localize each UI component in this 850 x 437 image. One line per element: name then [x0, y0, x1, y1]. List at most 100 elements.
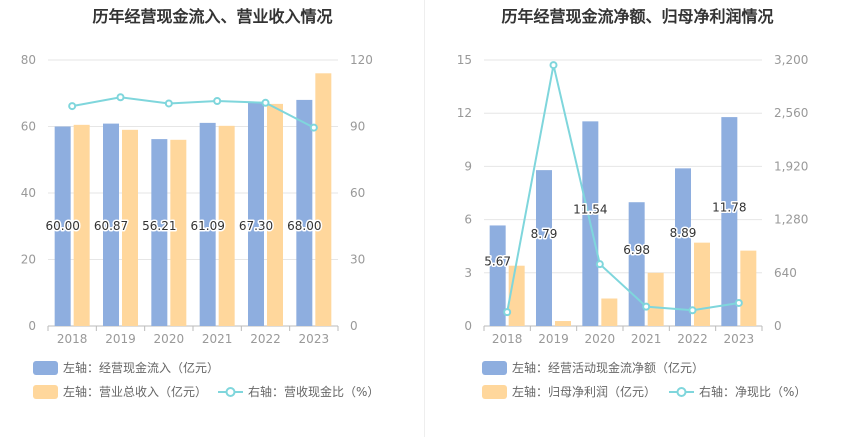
ratio-point-2021 — [642, 302, 651, 311]
ratio-point-2023 — [734, 298, 743, 307]
y-right-tick-label: 60 — [350, 186, 365, 200]
y-left-tick-label: 80 — [21, 53, 36, 67]
bar-2020-s1 — [170, 139, 187, 326]
y-left-tick-label: 9 — [464, 159, 472, 173]
x-tick-label: 2023 — [724, 332, 755, 346]
right-chart-svg: 0 3 6 9 12 15 0 640 1,280 1,920 2,560 3,200 2018 2019… — [457, 53, 809, 346]
y-right-tick-label: 640 — [774, 266, 797, 280]
right-chart-panel: 历年经营现金流净额、归母净利润情况 0 3 6 9 12 15 0 640 1,280 1,920… — [425, 0, 850, 437]
y-left-tick-label: 12 — [457, 106, 472, 120]
data-label-2020: 56.21 — [142, 219, 176, 233]
data-label-2021: 6.98 — [623, 243, 650, 257]
bar-2022-s1 — [267, 103, 283, 326]
x-tick-label: 2022 — [677, 332, 708, 346]
ratio-point-2021 — [213, 97, 222, 106]
x-tick-label: 2023 — [299, 332, 330, 346]
y-right-tick-label: 1,280 — [774, 213, 808, 227]
legend-label: 左轴：营业总收入（亿元） — [63, 385, 208, 399]
y-left-tick-label: 40 — [21, 186, 36, 200]
data-label-2023: 68.00 — [287, 219, 321, 233]
ratio-point-2020 — [595, 260, 604, 269]
right-chart-title: 历年经营现金流净额、归母净利润情况 — [501, 7, 774, 26]
bar-2023-s0 — [721, 117, 738, 326]
data-label-2019: 60.87 — [94, 219, 128, 233]
ratio-point-2019 — [116, 93, 125, 102]
bar-2023-s1 — [740, 250, 757, 326]
data-label-2023: 11.78 — [712, 201, 746, 215]
bar-swatch-icon — [482, 361, 507, 375]
line-marker-icon — [218, 387, 243, 397]
bar-2018-s0 — [54, 126, 71, 326]
ratio-point-2022 — [688, 306, 697, 315]
x-tick-label: 2019 — [538, 332, 569, 346]
y-right-tick-label: 0 — [350, 319, 358, 333]
y-right-tick-label: 30 — [350, 253, 365, 267]
bar-2019-s1 — [122, 129, 138, 326]
y-left-tick-label: 0 — [464, 319, 472, 333]
ratio-point-2023 — [309, 123, 318, 132]
left-chart-svg: 0 20 40 60 80 0 30 60 90 120 2018 2019 2020 2021 2022 2… — [21, 53, 373, 346]
data-label-2019: 8.79 — [531, 227, 558, 241]
panel-divider — [424, 0, 425, 437]
legend-label: 右轴：净现比（%） — [699, 385, 807, 399]
y-left-tick-label: 20 — [21, 253, 36, 267]
x-tick-label: 2019 — [105, 332, 136, 346]
y-left-tick-label: 15 — [457, 53, 472, 67]
data-label-2021: 61.09 — [190, 219, 224, 233]
data-label-2018: 5.67 — [484, 255, 511, 269]
line-marker-icon — [669, 387, 694, 397]
bar-2018-s0 — [489, 225, 506, 326]
x-tick-label: 2020 — [154, 332, 185, 346]
bar-2018-s1 — [73, 124, 90, 327]
y-left-tick-label: 60 — [21, 120, 36, 134]
ratio-line — [71, 96, 315, 129]
y-left-tick-label: 0 — [28, 319, 36, 333]
x-tick-label: 2020 — [585, 332, 616, 346]
bar-swatch-icon — [482, 385, 507, 399]
y-right-tick-label: 120 — [350, 53, 373, 67]
bar-2023-s1 — [315, 73, 332, 326]
x-tick-label: 2021 — [202, 332, 233, 346]
y-right-tick-label: 3,200 — [774, 53, 808, 67]
legend-label: 右轴：营收现金比（%） — [248, 385, 380, 399]
bar-2019-s1 — [555, 321, 571, 326]
data-label-2022: 67.30 — [239, 219, 273, 233]
ratio-point-2019 — [549, 61, 558, 70]
data-label-2022: 8.89 — [670, 226, 697, 240]
bar-2019-s0 — [536, 170, 552, 326]
x-tick-label: 2018 — [57, 332, 88, 346]
bar-2020-s0 — [151, 139, 168, 326]
ratio-point-2020 — [164, 99, 173, 108]
bar-2021-s0 — [199, 122, 216, 326]
ratio-point-2018 — [503, 308, 512, 317]
bar-2021-s1 — [218, 125, 235, 327]
ratio-point-2018 — [68, 102, 77, 111]
bar-2023-s0 — [296, 99, 313, 327]
bar-2021-s1 — [647, 272, 664, 326]
ratio-line — [506, 64, 739, 313]
bar-swatch-icon — [33, 361, 58, 375]
bar-2020-s1 — [601, 298, 618, 326]
y-right-tick-label: 1,920 — [774, 159, 808, 173]
bar-2019-s0 — [103, 123, 119, 327]
legend-label: 左轴：经营活动现金流净额（亿元） — [512, 361, 705, 375]
left-chart-title: 历年经营现金流入、营业收入情况 — [92, 7, 333, 26]
y-right-tick-label: 2,560 — [774, 106, 808, 120]
bar-2022-s0 — [248, 102, 264, 326]
y-left-tick-label: 6 — [464, 213, 472, 227]
x-tick-label: 2021 — [631, 332, 662, 346]
ratio-point-2022 — [261, 98, 270, 107]
bar-swatch-icon — [33, 385, 58, 399]
y-right-tick-label: 90 — [350, 120, 365, 134]
y-right-tick-label: 0 — [774, 319, 782, 333]
legend-label: 左轴：归母净利润（亿元） — [512, 385, 657, 399]
data-label-2018: 60.00 — [45, 219, 79, 233]
x-tick-label: 2018 — [492, 332, 523, 346]
left-chart-panel: 历年经营现金流入、营业收入情况 0 20 40 60 80 0 30 60 90 120 2018 2… — [21, 7, 380, 399]
bar-2022-s1 — [694, 242, 710, 326]
bar-2022-s0 — [675, 168, 691, 326]
y-left-tick-label: 3 — [464, 266, 472, 280]
data-label-2020: 11.54 — [573, 203, 607, 217]
legend-label: 左轴：经营现金流入（亿元） — [63, 361, 220, 375]
x-tick-label: 2022 — [250, 332, 281, 346]
